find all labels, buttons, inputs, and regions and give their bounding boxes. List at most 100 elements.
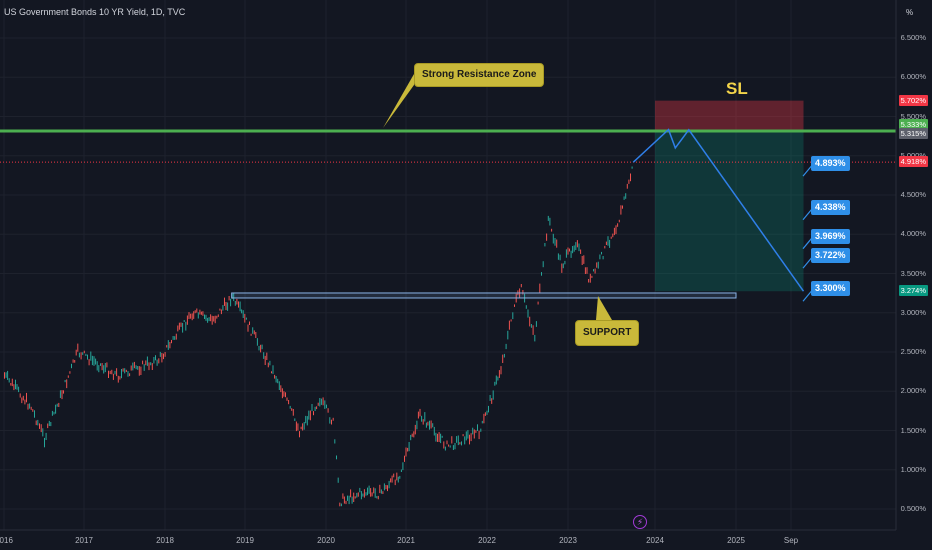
candle <box>584 267 586 274</box>
candle <box>601 251 602 255</box>
candle <box>441 435 443 438</box>
candle <box>512 312 514 320</box>
candle <box>22 395 24 401</box>
candle <box>303 422 305 430</box>
candle <box>182 322 184 333</box>
candle <box>88 359 90 366</box>
candle <box>227 302 229 311</box>
candle <box>599 254 601 260</box>
candle <box>74 360 76 363</box>
candle <box>416 420 418 430</box>
candle <box>377 495 379 500</box>
candle <box>581 256 583 265</box>
candle <box>520 284 522 288</box>
candle <box>225 302 227 311</box>
candle <box>274 374 276 379</box>
candle <box>292 409 294 416</box>
candle <box>537 301 539 305</box>
candle <box>117 375 119 383</box>
lightning-icon[interactable]: ⚡ <box>633 515 647 529</box>
candle <box>66 379 68 389</box>
price-series[interactable] <box>4 166 633 507</box>
candle <box>311 404 313 412</box>
candle <box>430 420 432 429</box>
candle <box>557 253 559 260</box>
stop-loss-label: SL <box>726 79 748 98</box>
candle <box>544 243 546 247</box>
candle <box>327 408 329 413</box>
candle <box>552 233 554 244</box>
price-label: 5.315% <box>898 128 928 140</box>
candle <box>47 423 49 429</box>
candle <box>285 392 286 398</box>
candle <box>317 402 319 406</box>
candle <box>408 442 410 452</box>
candle <box>470 433 472 442</box>
candle <box>261 344 263 350</box>
candle <box>462 434 464 437</box>
time-tick: 2016 <box>0 536 13 545</box>
support-callout-pointer <box>596 296 612 320</box>
candle <box>53 411 55 415</box>
candle <box>385 485 387 490</box>
candle <box>594 268 596 274</box>
candle <box>388 480 390 489</box>
candle <box>69 371 71 374</box>
candle <box>266 352 268 360</box>
candle <box>13 384 15 391</box>
candle <box>308 410 310 420</box>
candle <box>527 309 529 318</box>
candle <box>96 361 98 371</box>
candle <box>583 255 585 264</box>
candle <box>77 343 79 352</box>
candle <box>264 355 266 365</box>
candle <box>267 362 269 368</box>
candle <box>421 415 423 422</box>
candle <box>233 292 235 302</box>
candle <box>295 421 297 432</box>
candle <box>359 487 361 493</box>
support-callout: SUPPORT <box>575 320 640 346</box>
candle <box>250 333 252 336</box>
candle <box>55 404 57 414</box>
candle <box>297 423 299 431</box>
candle <box>64 380 66 383</box>
candle <box>502 354 504 363</box>
candle <box>153 357 155 364</box>
candle <box>234 301 236 306</box>
candle <box>305 415 307 424</box>
candle <box>95 358 97 365</box>
candle <box>59 390 61 398</box>
candle <box>478 430 480 440</box>
candle <box>42 428 44 437</box>
candle <box>283 391 285 397</box>
candle <box>342 493 344 499</box>
candle <box>461 441 462 446</box>
candle <box>180 322 182 327</box>
support-zone[interactable] <box>231 292 737 299</box>
candle <box>525 305 527 309</box>
candle <box>116 368 118 377</box>
price-tick: 1.000% <box>900 464 926 474</box>
take-profit-zone[interactable] <box>655 131 804 292</box>
price-tick: 3.500% <box>900 268 926 278</box>
candle <box>129 373 131 377</box>
candle <box>72 359 74 363</box>
candle <box>554 238 556 246</box>
candle <box>400 469 402 472</box>
candle <box>350 489 352 498</box>
candle <box>376 496 378 499</box>
price-tick: 6.500% <box>900 33 926 42</box>
candle <box>407 447 409 452</box>
candle <box>337 477 339 483</box>
candle <box>213 316 215 322</box>
stop-loss-zone[interactable] <box>655 100 804 132</box>
time-tick: 2018 <box>156 536 174 545</box>
candle <box>159 351 161 357</box>
candle <box>399 475 401 479</box>
projection-path[interactable] <box>632 128 805 292</box>
candle <box>238 301 239 308</box>
candle <box>51 410 53 416</box>
price-label: 5.333% <box>898 118 928 130</box>
